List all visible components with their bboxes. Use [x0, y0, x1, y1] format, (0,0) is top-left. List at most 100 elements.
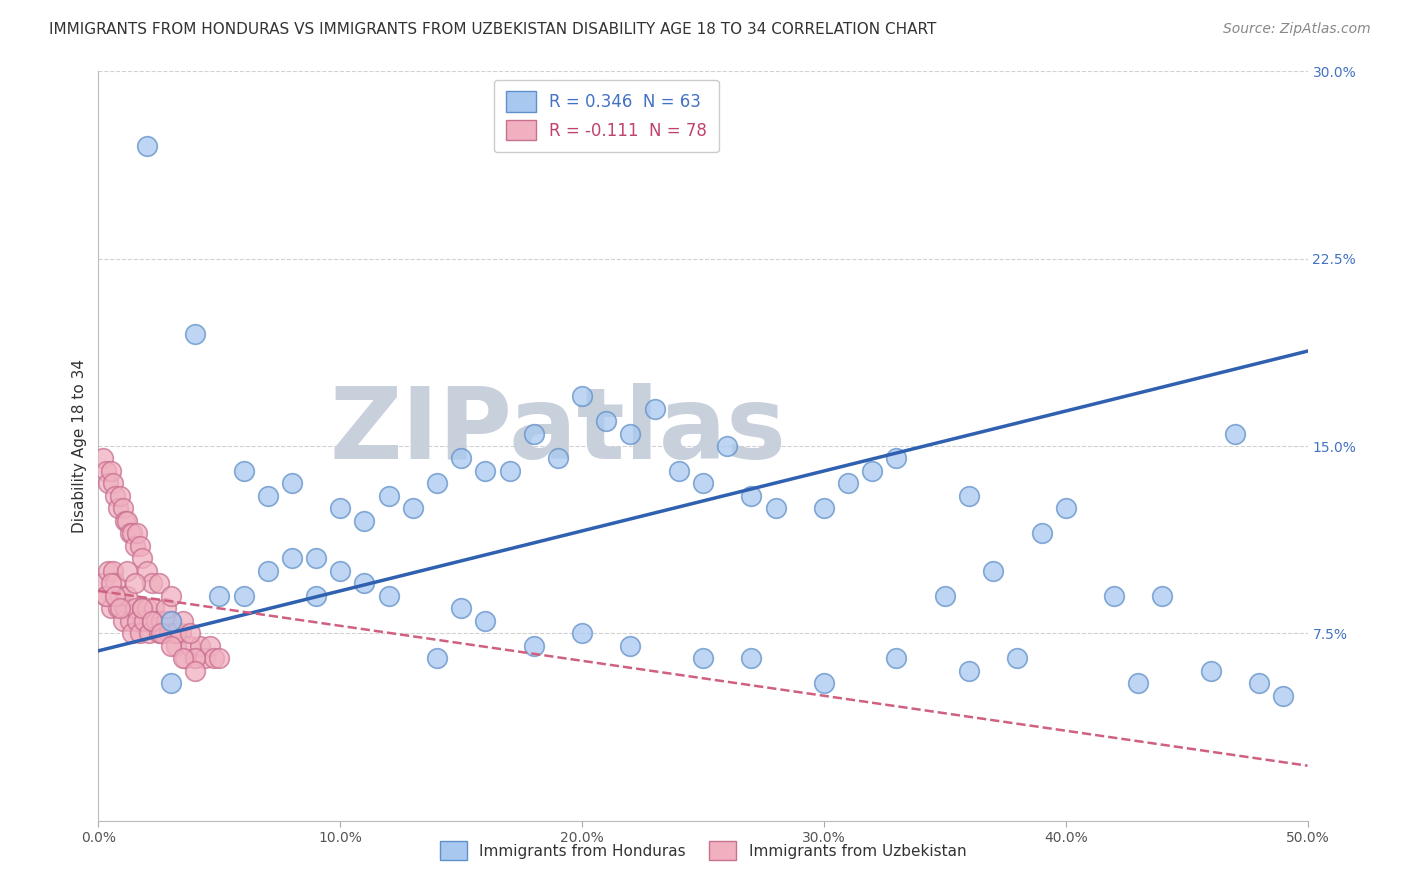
Legend: Immigrants from Honduras, Immigrants from Uzbekistan: Immigrants from Honduras, Immigrants fro… [430, 832, 976, 869]
Point [716, 439, 738, 453]
Point [305, 551, 328, 566]
Point [155, 601, 177, 615]
Point [184, 651, 207, 665]
Point [208, 589, 231, 603]
Point [571, 626, 593, 640]
Point [184, 664, 207, 678]
Point [172, 614, 194, 628]
Point [644, 401, 666, 416]
Point [160, 614, 183, 628]
Point [162, 626, 184, 640]
Text: Source: ZipAtlas.com: Source: ZipAtlas.com [1223, 22, 1371, 37]
Text: ZIPatlas: ZIPatlas [329, 383, 786, 480]
Point [523, 426, 546, 441]
Point [377, 489, 399, 503]
Point [141, 614, 163, 628]
Point [957, 664, 980, 678]
Point [131, 601, 153, 615]
Point [668, 464, 690, 478]
Point [305, 589, 328, 603]
Point [179, 626, 201, 640]
Point [97, 564, 120, 578]
Point [1102, 589, 1125, 603]
Point [1152, 589, 1174, 603]
Point [1128, 676, 1150, 690]
Point [595, 414, 617, 428]
Point [141, 576, 163, 591]
Point [114, 601, 136, 615]
Y-axis label: Disability Age 18 to 34: Disability Age 18 to 34 [72, 359, 87, 533]
Point [157, 626, 180, 640]
Point [474, 464, 496, 478]
Point [104, 576, 127, 591]
Point [160, 589, 183, 603]
Point [934, 589, 956, 603]
Point [108, 489, 131, 503]
Point [124, 601, 146, 615]
Point [150, 614, 173, 628]
Point [91, 576, 114, 591]
Point [104, 589, 127, 603]
Point [353, 576, 375, 591]
Point [135, 139, 157, 153]
Point [94, 464, 117, 478]
Point [97, 476, 120, 491]
Point [981, 564, 1004, 578]
Point [111, 614, 134, 628]
Point [134, 614, 156, 628]
Point [547, 451, 569, 466]
Point [188, 639, 211, 653]
Point [1199, 664, 1222, 678]
Point [107, 501, 129, 516]
Point [150, 626, 173, 640]
Point [118, 526, 141, 541]
Point [108, 601, 131, 615]
Point [886, 451, 908, 466]
Point [256, 489, 278, 503]
Point [165, 626, 187, 640]
Point [152, 626, 174, 640]
Point [619, 639, 641, 653]
Point [523, 639, 546, 653]
Point [155, 614, 177, 628]
Point [450, 451, 472, 466]
Point [101, 476, 124, 491]
Point [131, 551, 153, 566]
Point [160, 639, 183, 653]
Point [1249, 676, 1271, 690]
Point [104, 489, 127, 503]
Point [204, 651, 226, 665]
Point [813, 501, 835, 516]
Point [127, 526, 149, 541]
Point [765, 501, 787, 516]
Point [91, 451, 114, 466]
Point [145, 614, 167, 628]
Point [740, 489, 762, 503]
Point [131, 601, 153, 615]
Point [184, 651, 207, 665]
Point [121, 626, 143, 640]
Point [329, 564, 352, 578]
Point [165, 639, 187, 653]
Point [127, 614, 149, 628]
Point [100, 576, 122, 591]
Point [353, 514, 375, 528]
Point [860, 464, 883, 478]
Point [1054, 501, 1077, 516]
Point [1007, 651, 1029, 665]
Point [813, 676, 835, 690]
Point [124, 576, 146, 591]
Point [118, 614, 141, 628]
Point [256, 564, 278, 578]
Point [619, 426, 641, 441]
Point [1272, 689, 1295, 703]
Point [426, 476, 449, 491]
Point [117, 564, 139, 578]
Point [138, 626, 160, 640]
Point [692, 651, 714, 665]
Point [498, 464, 520, 478]
Point [160, 676, 183, 690]
Point [135, 564, 157, 578]
Point [281, 551, 304, 566]
Point [281, 476, 304, 491]
